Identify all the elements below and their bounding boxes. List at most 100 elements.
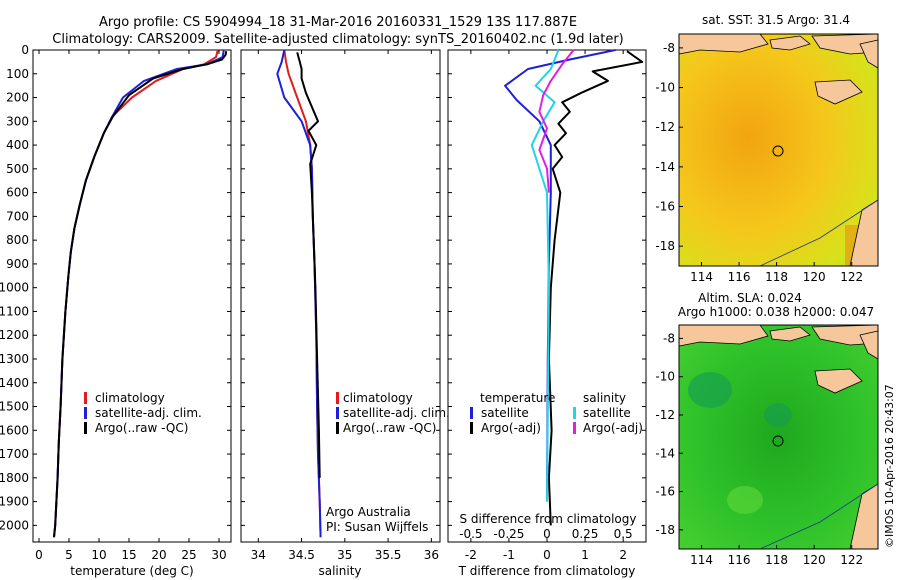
s-tick-label: 0.5 xyxy=(614,527,633,541)
difference-legend: temperature salinity satellite Argo(-adj… xyxy=(470,391,643,435)
x-tick-label: 30 xyxy=(211,548,226,562)
lat-tick-label: -18 xyxy=(655,523,675,537)
lon-tick-label: 122 xyxy=(840,270,863,284)
lon-tick-label: 120 xyxy=(803,270,826,284)
lon-tick-label: 114 xyxy=(690,270,713,284)
legend-heading-salinity: salinity xyxy=(583,391,626,405)
temperature-legend: climatology satellite-adj. clim. Argo(..… xyxy=(84,391,202,435)
x-tick-label: 35.5 xyxy=(375,548,402,562)
legend-swatch-satellite xyxy=(84,407,87,419)
legend-swatch-satellite xyxy=(336,407,339,419)
lat-tick-label: -16 xyxy=(655,200,675,214)
legend-label-s-argo: Argo(-adj) xyxy=(583,421,643,435)
s-tick-label: -0.5 xyxy=(459,527,482,541)
temperature-panel: 0100200300400500600700800900100011001200… xyxy=(0,43,232,578)
sst-coast-lombok xyxy=(769,35,811,51)
s-difference-label: S difference from climatology xyxy=(460,512,637,526)
depth-tick-label: 800 xyxy=(6,233,29,247)
temperature-axes-frame xyxy=(32,49,232,543)
lat-tick-label: -10 xyxy=(655,370,675,384)
series-line xyxy=(296,52,321,478)
legend-label-satellite: satellite-adj. clim. xyxy=(95,406,202,420)
x-tick-label: 15 xyxy=(121,548,136,562)
lat-tick-label: -12 xyxy=(655,120,675,134)
lat-tick-label: -18 xyxy=(655,239,675,253)
difference-axis: -2 -1 0 1 2 -0.5 -0.25 0 0.25 0.5 xyxy=(448,49,646,562)
sla-map: Altim. SLA: 0.024 Argo h1000: 0.038 h200… xyxy=(655,291,879,567)
legend-swatch-s-argo xyxy=(573,422,576,434)
legend-swatch-argo xyxy=(84,422,87,434)
sla-map-field xyxy=(679,325,878,549)
x-tick-label: 25 xyxy=(181,548,196,562)
depth-tick-label: 300 xyxy=(6,114,29,128)
sla-anomaly-blob-1 xyxy=(688,372,732,408)
sst-shelf-line xyxy=(759,199,879,267)
sla-coast-sumba xyxy=(814,368,863,394)
sst-coast-sumba xyxy=(814,79,863,105)
depth-tick-label: 1100 xyxy=(0,304,29,318)
depth-tick-label: 900 xyxy=(6,257,29,271)
lat-tick-label: -8 xyxy=(663,331,675,345)
lon-tick-label: 122 xyxy=(840,553,863,567)
sst-map-axes: 114 116 118 120 122 -8 -10 -12 -14 -16 -18 xyxy=(655,41,863,284)
credit-line-2: PI: Susan Wijffels xyxy=(326,520,428,534)
imos-watermark: ©IMOS 10-Apr-2016 20:43:07 xyxy=(883,384,896,548)
legend-label-climatology: climatology xyxy=(95,391,165,405)
depth-tick-label: 0 xyxy=(21,43,29,57)
depth-tick-label: 2000 xyxy=(0,518,29,532)
legend-label-argo: Argo(..raw -QC) xyxy=(343,421,436,435)
temperature-axis: 0 5 10 15 20 25 30 xyxy=(33,49,231,562)
sla-coast-lombok xyxy=(769,326,811,342)
lat-tick-label: -14 xyxy=(655,446,675,460)
lat-tick-label: -14 xyxy=(655,160,675,174)
depth-tick-label: 1400 xyxy=(0,376,29,390)
depth-tick-label: 1200 xyxy=(0,328,29,342)
legend-swatch-t-argo xyxy=(470,422,473,434)
series-line xyxy=(538,49,575,193)
lon-tick-label: 114 xyxy=(690,553,713,567)
credit-line-1: Argo Australia xyxy=(326,505,411,519)
x-tick-label: 36 xyxy=(424,548,439,562)
legend-label-t-satellite: satellite xyxy=(481,406,529,420)
difference-panel: -2 -1 0 1 2 -0.5 -0.25 0 0.25 0.5 T difference fr… xyxy=(447,49,647,578)
x-tick-label: 34 xyxy=(251,548,266,562)
lat-tick-label: -12 xyxy=(655,408,675,422)
x-tick-label: 0 xyxy=(543,548,551,562)
legend-label-argo: Argo(..raw -QC) xyxy=(95,421,188,435)
legend-label-s-satellite: satellite xyxy=(583,406,631,420)
salinity-xlabel: salinity xyxy=(318,564,361,578)
depth-tick-label: 200 xyxy=(6,91,29,105)
depth-tick-label: 600 xyxy=(6,186,29,200)
s-tick-label: 0.25 xyxy=(572,527,599,541)
sst-map-title: sat. SST: 31.5 Argo: 31.4 xyxy=(702,13,850,27)
sla-shelf-line xyxy=(759,483,879,550)
depth-axis: 0 100 200 300 400 500 600 700 800 900 1000 1100 1200… xyxy=(0,43,29,532)
sla-map-title-2: Argo h1000: 0.038 h2000: 0.047 xyxy=(678,305,874,319)
figure-title: Argo profile: CS 5904994_18 31-Mar-2016 … xyxy=(99,15,577,30)
x-tick-label: -1 xyxy=(503,548,515,562)
depth-tick-label: 1700 xyxy=(0,447,29,461)
lat-tick-label: -10 xyxy=(655,81,675,95)
x-tick-label: 0 xyxy=(35,548,43,562)
x-tick-label: 5 xyxy=(65,548,73,562)
x-tick-label: 2 xyxy=(619,548,627,562)
sst-map-field xyxy=(679,34,878,266)
salinity-panel: 34 34.5 35 35.5 36 salinity climatology sate… xyxy=(240,49,450,578)
lat-tick-label: -16 xyxy=(655,485,675,499)
sst-map: sat. SST: 31.5 Argo: 31.4 114 116 118 120 12… xyxy=(655,13,879,284)
sla-anomaly-blob-3 xyxy=(727,486,763,514)
lon-tick-label: 118 xyxy=(765,553,788,567)
figure-subtitle: Climatology: CARS2009. Satellite-adjuste… xyxy=(52,32,624,47)
depth-tick-label: 1300 xyxy=(0,352,29,366)
depth-tick-label: 1800 xyxy=(0,471,29,485)
s-tick-label: 0 xyxy=(543,527,551,541)
sla-map-axes: 114 116 118 120 122 -8 -10 -12 -14 -16 -18 xyxy=(655,331,863,567)
x-tick-label: 1 xyxy=(581,548,589,562)
difference-xlabel: T difference from climatology xyxy=(458,564,636,578)
legend-swatch-argo xyxy=(336,422,339,434)
depth-tick-label: 700 xyxy=(6,209,29,223)
salinity-axis: 34 34.5 35 35.5 36 xyxy=(241,49,440,562)
temperature-lines xyxy=(53,49,228,538)
legend-label-t-argo: Argo(-adj) xyxy=(481,421,541,435)
